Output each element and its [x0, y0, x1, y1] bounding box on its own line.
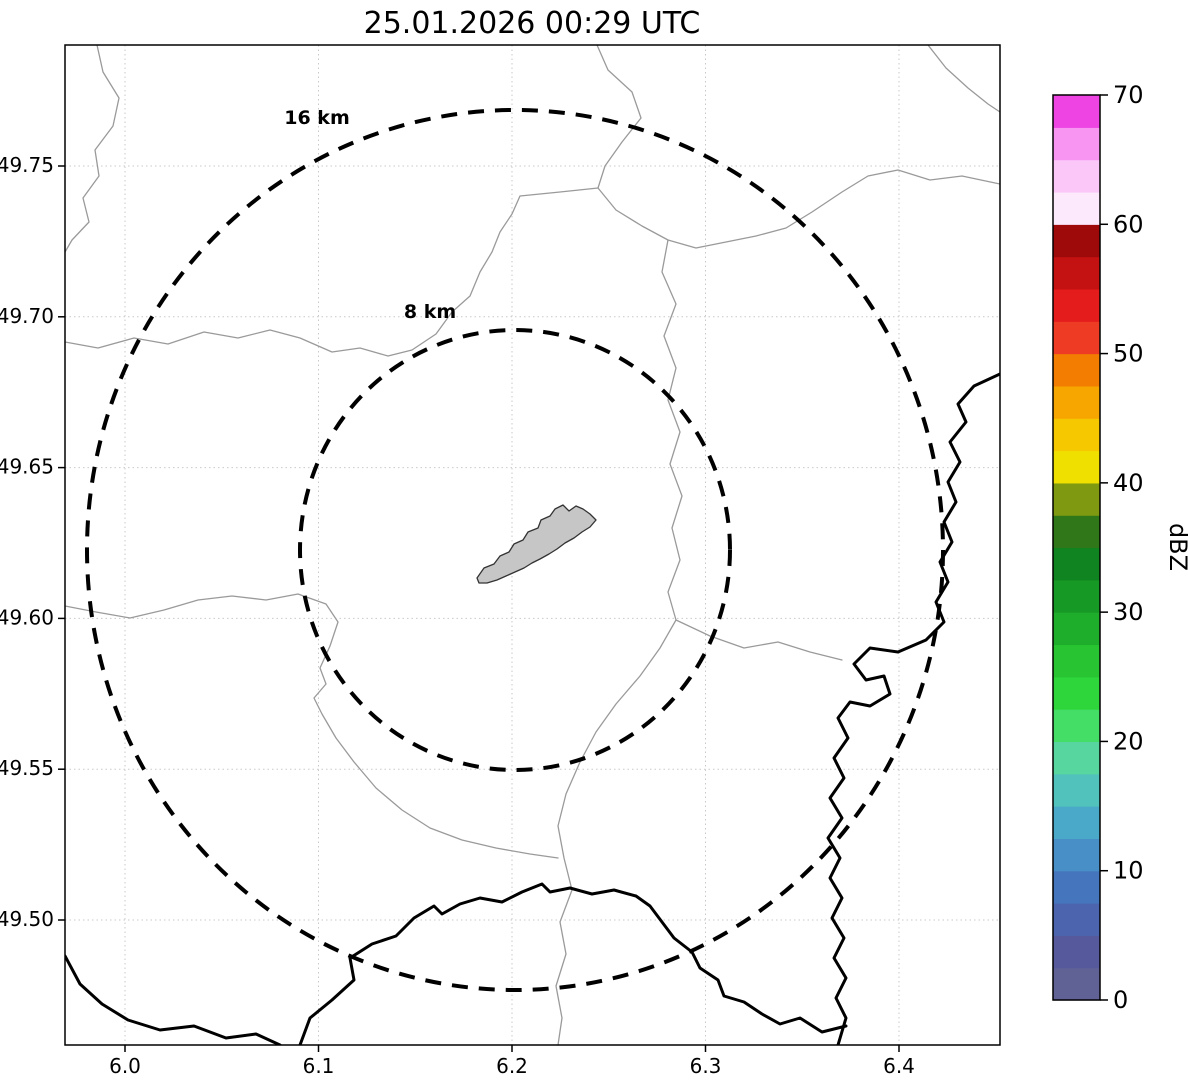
plot-border — [64, 44, 1001, 1046]
x-tick-label: 6.2 — [496, 1054, 528, 1078]
ring-label-8km: 8 km — [404, 301, 456, 323]
colorbar-cells — [1053, 95, 1100, 1001]
colorbar-border — [1052, 94, 1101, 1001]
y-tick-label: 49.65 — [0, 455, 54, 479]
river-line-northwest — [65, 45, 120, 253]
axis-ticks: 6.0 6.1 6.2 6.3 6.4 49.75 49.70 49.65 49.60 49.55… — [0, 153, 915, 1078]
colorbar-cell — [1053, 224, 1100, 258]
colorbar-cell — [1053, 95, 1100, 128]
colorbar-cell — [1053, 741, 1100, 775]
colorbar-cell — [1053, 385, 1100, 419]
colorbar-tick-label: 40 — [1113, 469, 1144, 497]
ring-label-16km: 16 km — [284, 107, 350, 129]
city-area-polygon — [476, 504, 597, 584]
colorbar-tick-label: 10 — [1113, 857, 1144, 885]
country-border-southwest — [65, 954, 282, 1045]
river-line-west-middle — [65, 593, 559, 859]
x-tick-label: 6.4 — [883, 1054, 915, 1078]
map-content — [65, 45, 1000, 1045]
colorbar-cell — [1053, 191, 1100, 225]
country-border-south — [298, 882, 848, 1045]
colorbar-cell — [1053, 838, 1100, 872]
colorbar-cell — [1053, 321, 1100, 355]
range-ring-8km — [298, 328, 732, 772]
x-tick-label: 6.3 — [690, 1054, 722, 1078]
colorbar-axis-label: dBZ — [1164, 523, 1188, 571]
colorbar-cell — [1053, 709, 1100, 743]
colorbar-cell — [1053, 967, 1100, 1001]
colorbar-cell — [1053, 127, 1100, 161]
colorbar-cell — [1053, 903, 1100, 936]
river-line-central-south — [555, 239, 683, 1045]
y-tick-label: 49.55 — [0, 756, 54, 780]
colorbar-cell — [1053, 256, 1100, 290]
colorbar-cell — [1053, 644, 1100, 678]
colorbar-cell — [1053, 159, 1100, 193]
country-border-east — [826, 372, 1000, 1045]
colorbar-tick-label: 0 — [1113, 986, 1128, 1014]
colorbar-cell — [1053, 806, 1100, 839]
colorbar-tick-label: 70 — [1113, 81, 1144, 109]
colorbar-cell — [1053, 288, 1100, 322]
figure-title: 25.01.2026 00:29 UTC — [364, 6, 701, 41]
river-line-northeast-corner — [927, 45, 1000, 113]
colorbar-cell — [1053, 676, 1100, 710]
x-tick-label: 6.0 — [109, 1054, 141, 1078]
x-tick-label: 6.1 — [303, 1054, 335, 1078]
colorbar-ticks: 0 10 20 30 40 50 60 70 — [1100, 81, 1144, 1014]
y-tick-label: 49.70 — [0, 304, 54, 328]
colorbar-tick-label: 50 — [1113, 340, 1144, 368]
range-ring-16km — [85, 108, 945, 992]
river-line-west-to-center — [65, 187, 599, 357]
y-tick-label: 49.60 — [0, 605, 54, 629]
y-tick-label: 49.75 — [0, 153, 54, 177]
y-tick-label: 49.50 — [0, 907, 54, 931]
colorbar-cell — [1053, 515, 1100, 549]
river-line-east — [675, 619, 843, 661]
colorbar-cell — [1053, 418, 1100, 452]
colorbar-cell — [1053, 579, 1100, 613]
colorbar-cell — [1053, 482, 1100, 516]
colorbar-cell — [1053, 612, 1100, 646]
colorbar-cell — [1053, 547, 1100, 581]
colorbar-cell — [1053, 870, 1100, 904]
colorbar-cell — [1053, 773, 1100, 807]
colorbar-cell — [1053, 935, 1100, 969]
colorbar-tick-label: 30 — [1113, 598, 1144, 626]
colorbar-tick-label: 60 — [1113, 210, 1144, 238]
colorbar-cell — [1053, 450, 1100, 484]
grid-lines — [65, 45, 1000, 1045]
colorbar-cell — [1053, 353, 1100, 387]
colorbar-tick-label: 20 — [1113, 727, 1144, 755]
